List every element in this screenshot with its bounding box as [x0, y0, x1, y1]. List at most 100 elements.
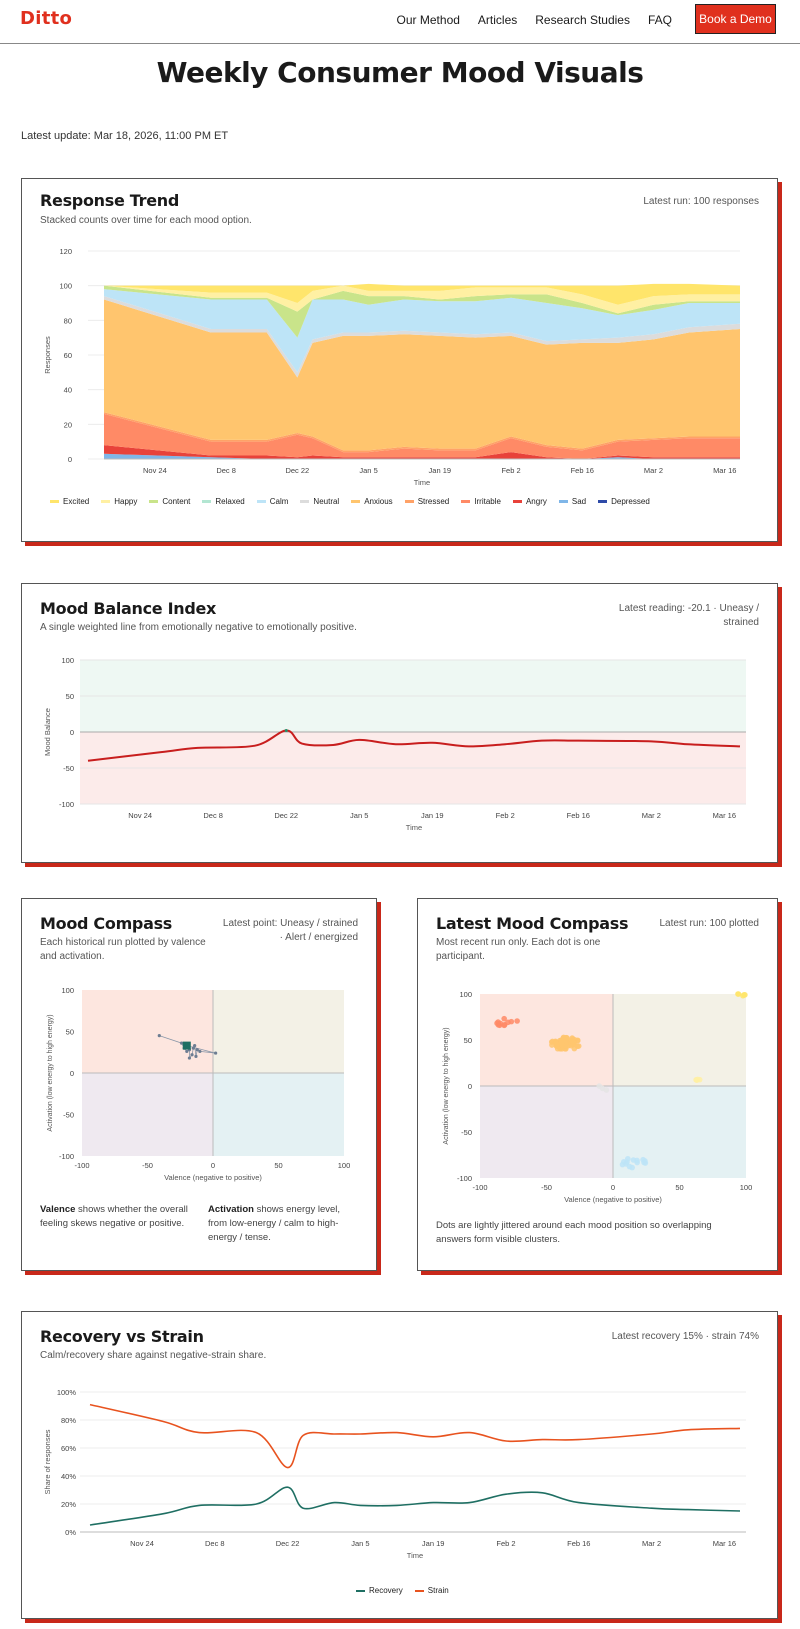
- legend-label: Angry: [525, 497, 547, 506]
- history-point: [187, 1056, 192, 1060]
- x-tick-label: Mar 16: [713, 1539, 736, 1548]
- response-trend-chart: 0 20 40 60 80 100 120 Responses Nov 24 Dec 8 Dec 2…: [43, 247, 740, 487]
- y-tick-label: 100: [59, 282, 72, 291]
- participant-dot-irritable: [505, 1019, 511, 1026]
- y-tick-label: 0: [68, 455, 72, 464]
- x-tick-label: -100: [472, 1183, 487, 1192]
- nav-link-our-method[interactable]: Our Method: [396, 13, 460, 27]
- legend-item-calm[interactable]: Calm: [256, 497, 288, 506]
- y-tick-label: -100: [59, 1152, 74, 1161]
- history-point: [198, 1049, 202, 1054]
- legend-swatch: [512, 500, 522, 503]
- legend-item-sad[interactable]: Sad: [558, 497, 587, 506]
- y-tick-label: 40%: [61, 1472, 76, 1481]
- history-point: [194, 1054, 198, 1058]
- participant-dot-irritable: [495, 1022, 502, 1028]
- y-tick-label: 80%: [61, 1416, 76, 1425]
- y-axis-title: Mood Balance: [43, 708, 52, 756]
- x-tick-label: Dec 22: [285, 466, 309, 475]
- x-tick-label: 0: [211, 1161, 215, 1170]
- legend-item-recovery[interactable]: Recovery: [356, 1586, 403, 1595]
- legend-item-excited[interactable]: Excited: [50, 497, 89, 506]
- activation-term: Activation: [208, 1204, 254, 1215]
- y-tick-label: 80: [64, 316, 72, 325]
- nav-links: Our Method Articles Research Studies FAQ: [397, 13, 672, 27]
- y-axis-title: Activation (low energy to high energy): [443, 1027, 450, 1144]
- x-tick-label: -50: [142, 1161, 153, 1170]
- activation-desc: shows energy level, from low-energy / ca…: [208, 1204, 341, 1243]
- area-irritable: [104, 413, 740, 459]
- y-tick-label: 50: [464, 1036, 472, 1045]
- legend-item-depressed[interactable]: Depressed: [598, 497, 650, 506]
- nav-link-faq[interactable]: FAQ: [647, 13, 672, 27]
- legend-item-anxious[interactable]: Anxious: [351, 497, 393, 506]
- legend-swatch: [50, 500, 59, 503]
- legend-label: Stressed: [417, 497, 450, 506]
- x-tick-label: -50: [541, 1183, 552, 1192]
- legend-item-neutral[interactable]: Neutral: [300, 497, 339, 506]
- latest-mood-compass-chart: -100 -50 0 50 100 -100 -50 0 50 100 Valence (negat…: [443, 990, 752, 1204]
- legend-item-angry[interactable]: Angry: [512, 497, 547, 506]
- line-strain: [89, 1403, 741, 1469]
- x-tick-label: Mar 2: [644, 466, 663, 475]
- legend-label: Recovery: [369, 1586, 403, 1595]
- x-tick-label: Jan 5: [359, 466, 377, 475]
- participant-dot-anxious: [552, 1040, 559, 1046]
- x-tick-label: Mar 2: [642, 811, 661, 820]
- participant-dot-happy: [696, 1076, 703, 1083]
- quadrant-tense-negative: [82, 990, 213, 1073]
- y-tick-label: -50: [63, 1111, 74, 1120]
- history-point: [190, 1053, 194, 1057]
- card-title: Mood Balance Index: [40, 599, 217, 618]
- x-tick-label: Dec 8: [205, 1539, 225, 1548]
- x-tick-label: Feb 2: [496, 811, 515, 820]
- nav-link-articles[interactable]: Articles: [477, 13, 518, 27]
- area-happy: [104, 285, 740, 314]
- latest-mood-compass-card: Latest Mood Compass Most recent run only…: [417, 898, 778, 1271]
- legend-item-irritable[interactable]: Irritable: [461, 497, 501, 506]
- participant-dot-irritable: [514, 1018, 520, 1024]
- x-tick-label: Mar 16: [713, 811, 736, 820]
- area-calm: [104, 289, 740, 373]
- legend-item-relaxed[interactable]: Relaxed: [202, 497, 245, 506]
- card-subtitle: Stacked counts over time for each mood o…: [40, 215, 252, 226]
- legend-label: Happy: [114, 497, 138, 506]
- legend-item-content[interactable]: Content: [149, 497, 190, 506]
- y-tick-label: 60: [64, 351, 72, 360]
- quadrant-calm-positive: [213, 1073, 344, 1156]
- book-demo-button[interactable]: Book a Demo: [695, 4, 776, 34]
- x-tick-label: Jan 19: [422, 1539, 445, 1548]
- y-axis-title: Share of responses: [43, 1429, 52, 1494]
- x-tick-label: -100: [74, 1161, 89, 1170]
- legend-swatch: [414, 1589, 424, 1592]
- x-tick-label: 50: [675, 1183, 683, 1192]
- valence-note: Valence shows whether the overall feelin…: [40, 1203, 190, 1231]
- mood-compass-card: Mood Compass Each historical run plotted…: [21, 898, 377, 1271]
- response-trend-card: Response Trend Stacked counts over time …: [21, 178, 778, 542]
- x-tick-label: 100: [338, 1161, 351, 1170]
- card-meta: Latest recovery 15% · strain 74%: [611, 1331, 759, 1342]
- quadrant-tense-negative: [480, 994, 613, 1086]
- legend-item-stressed[interactable]: Stressed: [404, 497, 450, 506]
- participant-dot-excited: [735, 991, 742, 997]
- nav-link-research-studies[interactable]: Research Studies: [535, 13, 630, 27]
- mood-compass-chart: -100 -50 0 50 100 -100 -50 0 50 100 Valence (negat…: [47, 986, 351, 1182]
- y-tick-label: 0%: [65, 1528, 76, 1537]
- y-tick-label: -100: [59, 800, 74, 809]
- legend-label: Sad: [571, 497, 587, 506]
- legend-item-happy[interactable]: Happy: [101, 497, 137, 506]
- participant-dot-irritable: [501, 1015, 507, 1022]
- y-tick-label: 50: [66, 692, 74, 701]
- x-tick-label: Dec 22: [276, 1539, 300, 1548]
- history-point: [193, 1044, 197, 1048]
- x-tick-label: Feb 16: [567, 1539, 590, 1548]
- x-tick-label: Nov 24: [143, 466, 167, 475]
- quadrant-calm-positive: [613, 1086, 746, 1178]
- valence-term: Valence: [40, 1204, 76, 1215]
- legend-label: Neutral: [313, 497, 340, 506]
- participant-dot-neutral: [596, 1083, 603, 1089]
- legend-item-strain[interactable]: Strain: [414, 1586, 449, 1595]
- card-title: Response Trend: [40, 191, 180, 210]
- ditto-logo[interactable]: Ditto: [20, 8, 73, 29]
- card-subtitle: A single weighted line from emotionally …: [40, 622, 357, 633]
